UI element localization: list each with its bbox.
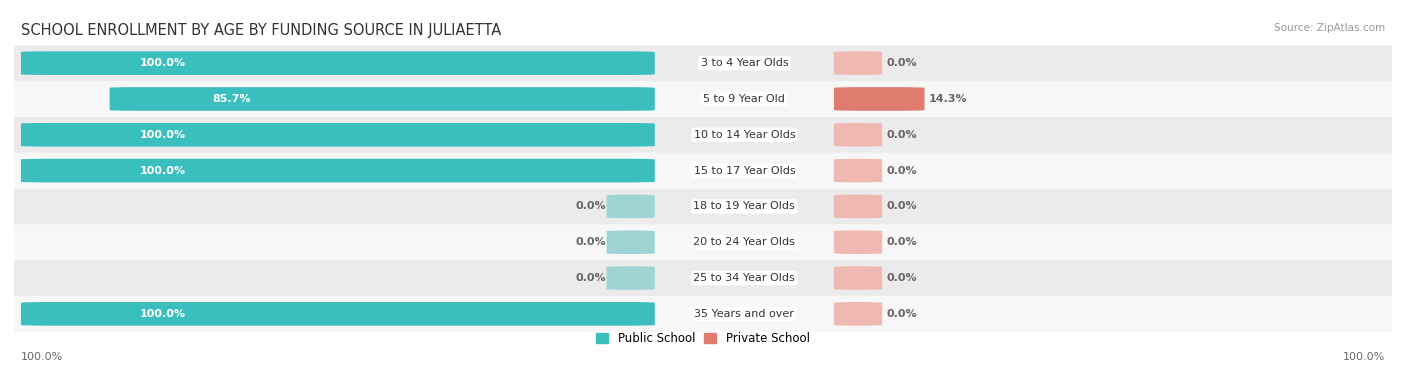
Text: SCHOOL ENROLLMENT BY AGE BY FUNDING SOURCE IN JULIAETTA: SCHOOL ENROLLMENT BY AGE BY FUNDING SOUR… (21, 23, 502, 38)
FancyBboxPatch shape (14, 224, 1392, 260)
Text: 100.0%: 100.0% (139, 166, 186, 176)
FancyBboxPatch shape (14, 296, 1392, 332)
FancyBboxPatch shape (834, 123, 882, 147)
Text: 100.0%: 100.0% (139, 58, 186, 68)
Text: 0.0%: 0.0% (576, 273, 606, 283)
Text: 0.0%: 0.0% (576, 237, 606, 247)
Text: 100.0%: 100.0% (139, 309, 186, 319)
FancyBboxPatch shape (14, 45, 1392, 81)
FancyBboxPatch shape (834, 302, 882, 326)
Text: 0.0%: 0.0% (886, 273, 917, 283)
Text: 5 to 9 Year Old: 5 to 9 Year Old (703, 94, 786, 104)
Text: 100.0%: 100.0% (21, 352, 63, 362)
FancyBboxPatch shape (14, 188, 1392, 224)
FancyBboxPatch shape (834, 159, 882, 182)
FancyBboxPatch shape (606, 230, 655, 254)
Text: 100.0%: 100.0% (1343, 352, 1385, 362)
Text: 25 to 34 Year Olds: 25 to 34 Year Olds (693, 273, 796, 283)
FancyBboxPatch shape (21, 302, 655, 326)
FancyBboxPatch shape (606, 195, 655, 218)
Text: 20 to 24 Year Olds: 20 to 24 Year Olds (693, 237, 796, 247)
FancyBboxPatch shape (21, 51, 655, 75)
FancyBboxPatch shape (834, 230, 882, 254)
Text: 0.0%: 0.0% (886, 201, 917, 211)
FancyBboxPatch shape (14, 117, 1392, 153)
Text: 0.0%: 0.0% (576, 201, 606, 211)
Text: 85.7%: 85.7% (212, 94, 250, 104)
Legend: Public School, Private School: Public School, Private School (593, 329, 813, 349)
Text: 0.0%: 0.0% (886, 130, 917, 140)
Text: 18 to 19 Year Olds: 18 to 19 Year Olds (693, 201, 796, 211)
FancyBboxPatch shape (21, 123, 655, 147)
FancyBboxPatch shape (834, 266, 882, 290)
FancyBboxPatch shape (834, 195, 882, 218)
Text: 100.0%: 100.0% (139, 130, 186, 140)
FancyBboxPatch shape (834, 87, 925, 111)
FancyBboxPatch shape (14, 81, 1392, 117)
Text: 0.0%: 0.0% (886, 237, 917, 247)
Text: 0.0%: 0.0% (886, 58, 917, 68)
Text: 0.0%: 0.0% (886, 166, 917, 176)
FancyBboxPatch shape (14, 153, 1392, 188)
FancyBboxPatch shape (110, 87, 655, 111)
Text: 3 to 4 Year Olds: 3 to 4 Year Olds (700, 58, 789, 68)
Text: 10 to 14 Year Olds: 10 to 14 Year Olds (693, 130, 796, 140)
FancyBboxPatch shape (14, 260, 1392, 296)
FancyBboxPatch shape (606, 266, 655, 290)
Text: 35 Years and over: 35 Years and over (695, 309, 794, 319)
Text: 15 to 17 Year Olds: 15 to 17 Year Olds (693, 166, 796, 176)
Text: 0.0%: 0.0% (886, 309, 917, 319)
FancyBboxPatch shape (21, 159, 655, 182)
Text: 14.3%: 14.3% (928, 94, 967, 104)
Text: Source: ZipAtlas.com: Source: ZipAtlas.com (1274, 23, 1385, 33)
FancyBboxPatch shape (834, 51, 882, 75)
